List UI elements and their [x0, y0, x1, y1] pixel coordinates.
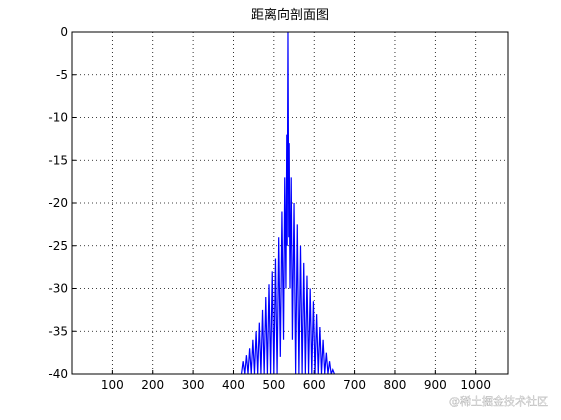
line-series: [240, 32, 335, 374]
x-tick-label: 700: [343, 378, 366, 392]
x-tick-label: 1000: [460, 378, 491, 392]
x-tick-label: 800: [384, 378, 407, 392]
y-tick-label: 0: [60, 25, 68, 39]
y-tick-label: -10: [48, 111, 68, 125]
watermark: @稀土掘金技术社区: [449, 394, 548, 408]
y-tick-label: -25: [48, 239, 68, 253]
y-tick-label: -5: [56, 68, 68, 82]
x-tick-label: 900: [424, 378, 447, 392]
y-tick-label: -20: [48, 196, 68, 210]
plot-frame: [71, 31, 509, 375]
y-tick-label: -35: [48, 324, 68, 338]
chart-title: 距离向剖面图: [251, 7, 329, 23]
x-tick-label: 200: [141, 378, 164, 392]
y-tick-label: -30: [48, 282, 68, 296]
x-tick-label: 600: [303, 378, 326, 392]
y-tick-label: -15: [48, 153, 68, 167]
x-tick-label: 300: [182, 378, 205, 392]
x-tick-label: 500: [262, 378, 285, 392]
x-tick-label: 400: [222, 378, 245, 392]
y-tick-label: -40: [48, 367, 68, 381]
x-tick-label: 100: [101, 378, 124, 392]
